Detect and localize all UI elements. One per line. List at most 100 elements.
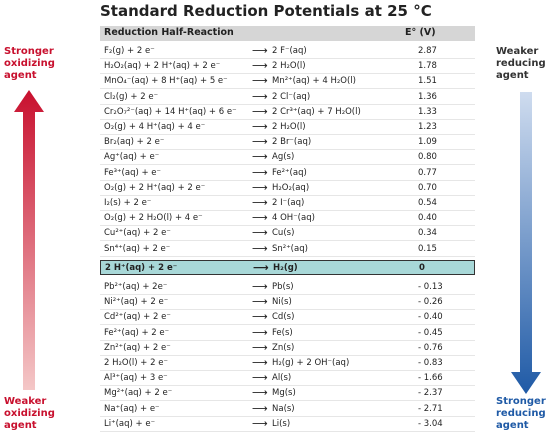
reactant: Cd²⁺(aq) + 2 e⁻ (104, 312, 171, 323)
potential: 1.23 (418, 122, 437, 132)
potential: - 0.83 (418, 358, 443, 368)
reactant: Ag⁺(aq) + e⁻ (104, 152, 160, 163)
reactant: Mg²⁺(aq) + 2 e⁻ (104, 388, 173, 399)
table-row: Cu²⁺(aq) + 2 e⁻ ⟶ Cu(s) 0.34 (100, 226, 475, 242)
table-row: Fe³⁺(aq) + e⁻ ⟶ Fe²⁺(aq) 0.77 (100, 166, 475, 181)
table-row: O₂(g) + 2 H⁺(aq) + 2 e⁻ ⟶ H₂O₂(aq) 0.70 (100, 181, 475, 196)
arrow: ⟶ (252, 196, 268, 209)
potential: 1.36 (418, 91, 437, 102)
arrow: ⟶ (252, 295, 268, 309)
product: Na(s) (272, 403, 295, 414)
table-row: MnO₄⁻(aq) + 8 H⁺(aq) + 5 e⁻ ⟶ Mn²⁺(aq) + 4… (100, 74, 475, 90)
potential: - 0.40 (418, 312, 443, 323)
right-top-label: Weaker reducing agent (496, 46, 546, 81)
table-row: Cd²⁺(aq) + 2 e⁻ ⟶ Cd(s) - 0.40 (100, 310, 475, 326)
table-row: F₂(g) + 2 e⁻ ⟶ 2 F⁻(aq) 2.87 (100, 44, 475, 59)
product: H₂(g) (273, 262, 298, 273)
potential: - 3.04 (418, 418, 443, 429)
potential: 1.09 (418, 137, 437, 148)
reactant: H₂O₂(aq) + 2 H⁺(aq) + 2 e⁻ (104, 61, 221, 72)
table-row: Br₂(aq) + 2 e⁻ ⟶ 2 Br⁻(aq) 1.09 (100, 135, 475, 151)
reactant: Fe²⁺(aq) + 2 e⁻ (104, 327, 170, 338)
product: H₂(g) + 2 OH⁻(aq) (272, 358, 350, 368)
potential: 0.54 (418, 198, 437, 208)
potential: 0 (419, 262, 425, 273)
product: 2 H₂O(l) (272, 122, 306, 132)
product: 2 I⁻(aq) (272, 198, 305, 208)
table-row: Pb²⁺(aq) + 2e⁻ ⟶ Pb(s) - 0.13 (100, 280, 475, 295)
potential: 1.78 (418, 61, 437, 72)
arrow: ⟶ (252, 44, 268, 57)
table-row: Ni²⁺(aq) + 2 e⁻ ⟶ Ni(s) - 0.26 (100, 295, 475, 311)
table-row: Al³⁺(aq) + 3 e⁻ ⟶ Al(s) - 1.66 (100, 371, 475, 387)
product: H₂O₂(aq) (272, 182, 310, 193)
arrow: ⟶ (252, 280, 268, 293)
reactant: Al³⁺(aq) + 3 e⁻ (104, 373, 168, 384)
table-row: Mg²⁺(aq) + 2 e⁻ ⟶ Mg(s) - 2.37 (100, 386, 475, 402)
reactant: Cl₂(g) + 2 e⁻ (104, 91, 159, 102)
reactant: Fe³⁺(aq) + e⁻ (104, 167, 162, 178)
product: Al(s) (272, 373, 292, 384)
arrow: ⟶ (252, 59, 268, 73)
highlight-row: 2 H⁺(aq) + 2 e⁻ ⟶ H₂(g) 0 (100, 259, 475, 275)
arrow: ⟶ (252, 340, 268, 354)
arrow: ⟶ (253, 260, 269, 274)
table-header: Reduction Half-Reaction E° (V) (100, 26, 475, 41)
arrow: ⟶ (252, 211, 268, 225)
reactant: 2 H⁺(aq) + 2 e⁻ (105, 262, 178, 273)
potential: 2.87 (418, 46, 437, 56)
product: Sn²⁺(aq) (272, 243, 308, 254)
arrow: ⟶ (252, 74, 268, 88)
header-reaction: Reduction Half-Reaction (104, 27, 234, 38)
table-row: Sn⁴⁺(aq) + 2 e⁻ ⟶ Sn²⁺(aq) 0.15 (100, 242, 475, 257)
reactant: MnO₄⁻(aq) + 8 H⁺(aq) + 5 e⁻ (104, 76, 228, 87)
potential: 0.15 (418, 243, 437, 254)
arrow: ⟶ (252, 386, 268, 400)
product: Pb(s) (272, 282, 294, 292)
product: 2 Cl⁻(aq) (272, 91, 311, 102)
potential: - 0.76 (418, 342, 443, 353)
arrow: ⟶ (252, 226, 268, 240)
product: 2 F⁻(aq) (272, 46, 307, 56)
arrow: ⟶ (252, 310, 268, 324)
reactant: O₂(g) + 4 H⁺(aq) + 4 e⁻ (104, 122, 206, 132)
arrow: ⟶ (252, 371, 268, 385)
table-row: I₂(s) + 2 e⁻ ⟶ 2 I⁻(aq) 0.54 (100, 196, 475, 211)
product: Li(s) (272, 418, 291, 429)
reactant: F₂(g) + 2 e⁻ (104, 46, 155, 56)
product: Cd(s) (272, 312, 295, 323)
arrow: ⟶ (252, 356, 268, 369)
potential: 0.80 (418, 152, 437, 163)
arrow: ⟶ (252, 180, 268, 194)
table-row: Li⁺(aq) + e⁻ ⟶ Li(s) - 3.04 (100, 417, 475, 432)
arrow: ⟶ (252, 325, 268, 339)
reactant: I₂(s) + 2 e⁻ (104, 198, 152, 208)
product: Ag(s) (272, 152, 295, 163)
potential: 0.70 (418, 182, 437, 193)
potential: 0.77 (418, 167, 437, 178)
table-row: 2 H₂O(l) + 2 e⁻ ⟶ H₂(g) + 2 OH⁻(aq) - 0.83 (100, 356, 475, 371)
reactant: Br₂(aq) + 2 e⁻ (104, 137, 165, 148)
right-bottom-label: Stronger reducing agent (496, 396, 546, 431)
reactant: 2 H₂O(l) + 2 e⁻ (104, 358, 168, 368)
reactant: Li⁺(aq) + e⁻ (104, 418, 156, 429)
reactant: Pb²⁺(aq) + 2e⁻ (104, 282, 168, 292)
table-row: H₂O₂(aq) + 2 H⁺(aq) + 2 e⁻ ⟶ 2 H₂O(l) 1.78 (100, 59, 475, 75)
left-top-label: Stronger oxidizing agent (4, 46, 55, 81)
table-row: Fe²⁺(aq) + 2 e⁻ ⟶ Fe(s) - 0.45 (100, 326, 475, 341)
arrow: ⟶ (252, 89, 268, 103)
product: Fe(s) (272, 327, 293, 338)
reactant: Sn⁴⁺(aq) + 2 e⁻ (104, 243, 171, 254)
potential: - 1.66 (418, 373, 443, 384)
product: 2 Cr³⁺(aq) + 7 H₂O(l) (272, 106, 361, 117)
arrow: ⟶ (252, 135, 268, 149)
arrow: ⟶ (252, 150, 268, 164)
potential: - 2.37 (418, 388, 443, 399)
product: Ni(s) (272, 297, 292, 308)
reactant: Cu²⁺(aq) + 2 e⁻ (104, 228, 171, 239)
potential: - 2.71 (418, 403, 443, 414)
arrow: ⟶ (252, 401, 268, 415)
table-row: O₂(g) + 2 H₂O(l) + 4 e⁻ ⟶ 4 OH⁻(aq) 0.40 (100, 211, 475, 227)
